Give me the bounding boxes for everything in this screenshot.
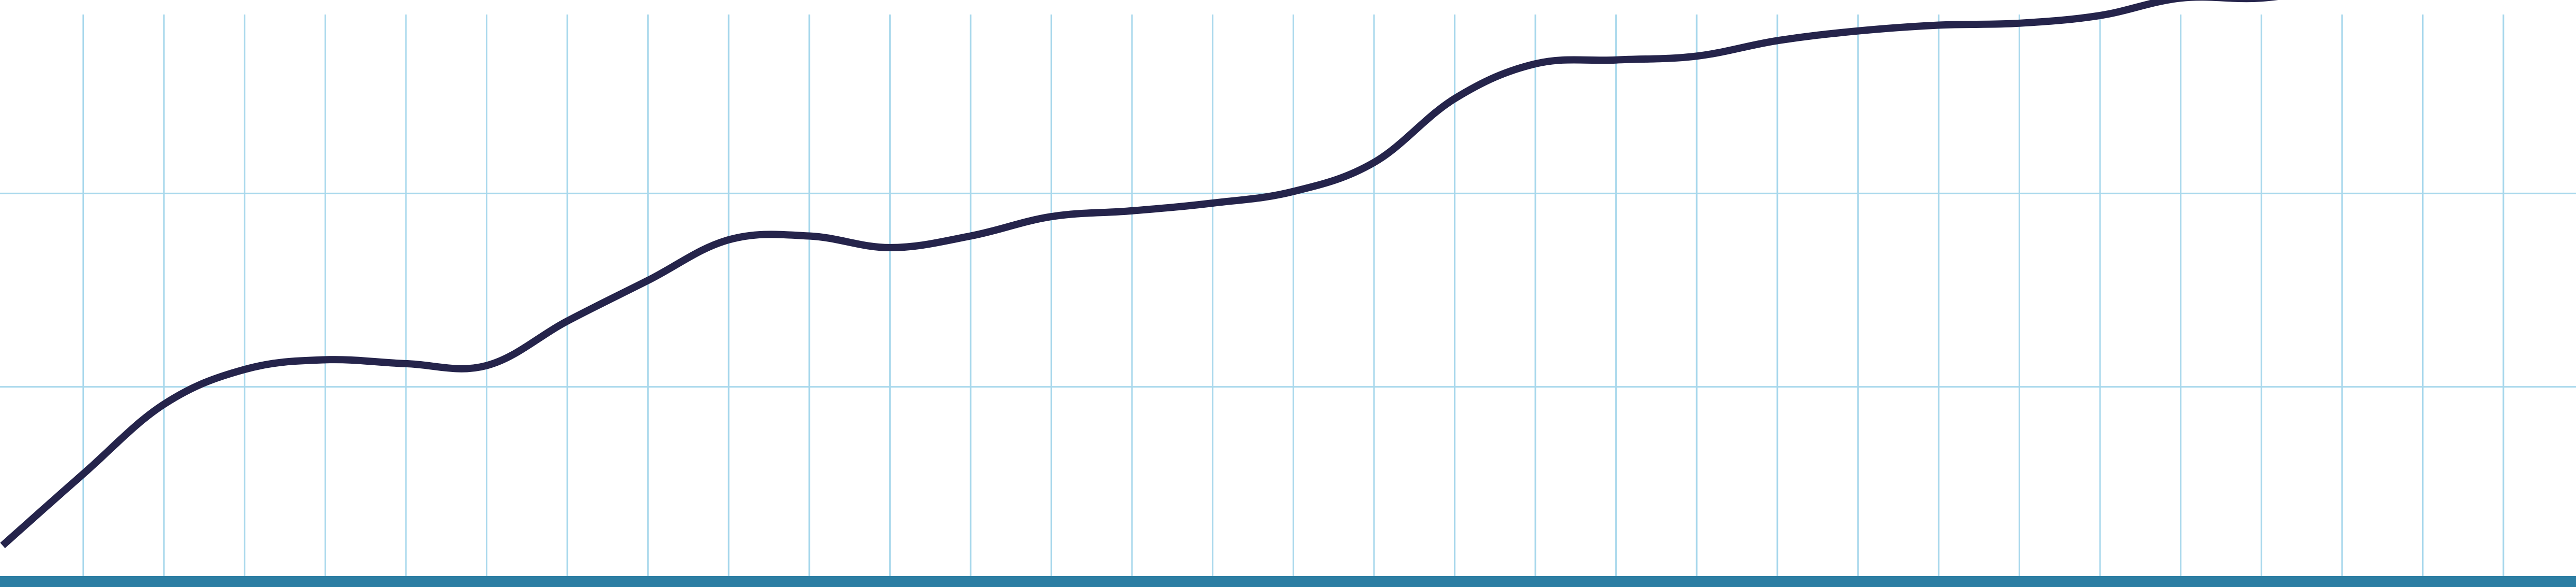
series-layer (0, 0, 2278, 549)
series-line-1 (0, 0, 2278, 549)
vertical-gridlines (82, 15, 2504, 580)
x-axis-baseline (0, 576, 2576, 587)
horizontal-gridlines (0, 192, 2576, 388)
baseline-layer (0, 576, 2576, 587)
